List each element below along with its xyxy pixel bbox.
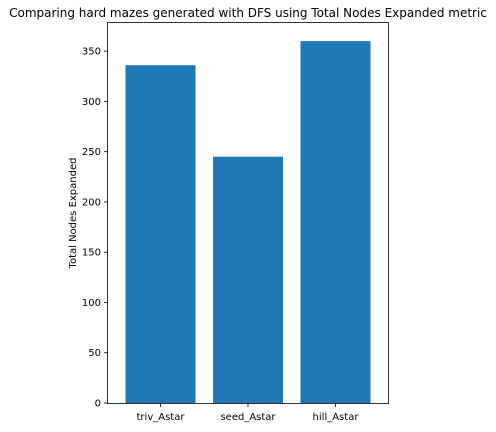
x-tick-label: seed_Astar <box>220 412 276 423</box>
x-axis: triv_Astar seed_Astar hill_Astar <box>137 403 360 423</box>
y-axis: 0 50 100 150 200 250 300 350 <box>82 47 108 410</box>
y-axis-label: Total Nodes Expanded <box>68 158 79 270</box>
y-tick-label: 150 <box>82 248 101 259</box>
y-tick-label: 350 <box>82 47 101 58</box>
chart-title: Comparing hard mazes generated with DFS … <box>9 6 487 20</box>
bar-seed_Astar <box>213 156 283 403</box>
bar-hill_Astar <box>300 41 371 403</box>
y-tick-label: 0 <box>95 399 101 410</box>
bar-triv_Astar <box>125 65 196 403</box>
bars-layer <box>125 41 371 403</box>
y-tick-label: 250 <box>82 147 101 158</box>
y-tick-label: 50 <box>88 348 101 359</box>
y-tick-label: 100 <box>82 298 101 309</box>
x-tick-label: triv_Astar <box>137 412 186 423</box>
x-tick-label: hill_Astar <box>313 412 360 423</box>
y-tick-label: 200 <box>82 197 101 208</box>
y-tick-label: 300 <box>82 97 101 108</box>
